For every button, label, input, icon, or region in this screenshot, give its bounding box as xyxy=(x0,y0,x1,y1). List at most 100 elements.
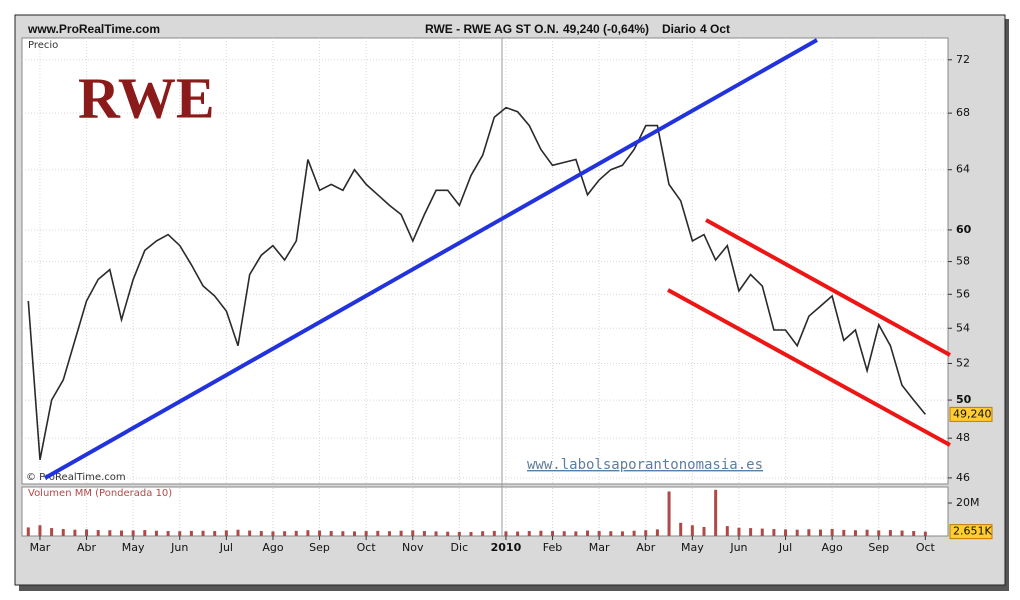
volume-bar xyxy=(609,531,613,536)
y-tick-label: 50 xyxy=(956,393,972,406)
site: www.ProRealTime.com xyxy=(27,22,160,36)
price-line xyxy=(27,106,927,460)
instrument: RWE - RWE AG ST O.N. xyxy=(425,22,559,36)
x-tick-label: Jul xyxy=(219,541,233,554)
volume-bar xyxy=(364,531,368,536)
volume-bar xyxy=(446,531,450,536)
trend-line-support xyxy=(44,38,818,480)
volume-bar xyxy=(26,527,30,536)
last-value-label: 2.651K xyxy=(953,525,992,538)
copyright: © ProRealTime.com xyxy=(26,472,126,483)
channel-lower xyxy=(667,288,951,447)
volume-bar xyxy=(725,526,729,536)
volume-bar xyxy=(586,530,589,536)
watermark-link[interactable]: www.labolsaporantonomasia.es xyxy=(527,457,763,473)
x-tick-label: Mar xyxy=(30,541,51,554)
x-tick-label: Sep xyxy=(309,541,330,554)
volume-bar xyxy=(108,530,112,536)
y-tick-label: 64 xyxy=(956,163,970,176)
x-tick-label: Oct xyxy=(916,541,936,554)
x-tick-label: Jun xyxy=(170,541,188,554)
volume-bar xyxy=(387,531,391,536)
x-tick-label: Feb xyxy=(543,541,562,554)
volume-bar xyxy=(679,522,683,536)
volume-bar xyxy=(376,530,380,536)
last-value-box xyxy=(949,406,993,422)
x-tick-label: Nov xyxy=(402,541,424,554)
volume-title: Volumen MM (Ponderada 10) xyxy=(28,488,172,499)
volume-bar xyxy=(574,531,578,536)
x-tick-label: May xyxy=(681,541,704,554)
volume-bar xyxy=(620,531,624,536)
x-tick-label: Ago xyxy=(822,541,844,554)
volume-bar xyxy=(422,531,426,536)
volume-bar xyxy=(294,530,298,536)
volume-bar xyxy=(201,530,205,536)
x-tick-label: May xyxy=(122,541,145,554)
x-tick-label: Sep xyxy=(868,541,889,554)
volume-bar xyxy=(143,530,147,536)
y-tick-label: 68 xyxy=(956,106,970,119)
period: Diario xyxy=(662,22,696,36)
volume-bar xyxy=(38,525,42,536)
volume-bar xyxy=(85,529,89,536)
price-label: Precio xyxy=(28,40,58,51)
volume-bar xyxy=(248,530,252,536)
quote: 49,240 (-0,64%) xyxy=(563,22,649,36)
volume-bar xyxy=(865,529,869,536)
volume-bar xyxy=(50,528,54,536)
volume-bar xyxy=(807,529,811,536)
volume-bar xyxy=(714,489,718,536)
volume-bar xyxy=(830,528,834,536)
volume-bar xyxy=(96,530,100,536)
x-tick-label: Abr xyxy=(77,541,97,554)
volume-bar xyxy=(481,531,485,536)
volume-bar xyxy=(760,528,764,536)
volume-bar xyxy=(457,531,461,536)
volume-bar xyxy=(737,527,741,536)
volume-bar xyxy=(131,530,135,536)
volume-bar xyxy=(516,531,520,536)
volume-bar xyxy=(877,530,881,536)
volume-bar xyxy=(189,530,193,536)
x-tick-label: Jul xyxy=(778,541,792,554)
volume-bar xyxy=(492,530,496,536)
volume-bar xyxy=(562,531,566,536)
volume-bar xyxy=(259,531,263,536)
y-tick-label: 48 xyxy=(956,431,970,444)
y-tick-label: 54 xyxy=(956,321,970,334)
grid-layer xyxy=(22,38,948,536)
volume-bar xyxy=(469,532,473,536)
y-tick-label: 58 xyxy=(956,255,970,268)
x-tick-label: Dic xyxy=(451,541,469,554)
volume-bar xyxy=(341,531,345,536)
volume-bar xyxy=(597,531,601,536)
logo: RWE xyxy=(78,65,215,130)
volume-bar xyxy=(224,530,228,536)
last-value-label: 49,240 xyxy=(953,407,992,420)
volume-bar xyxy=(318,530,322,536)
y-tick-label: 56 xyxy=(956,287,970,300)
marks xyxy=(26,106,927,536)
volume-bar xyxy=(411,530,415,536)
y-tick-label: 60 xyxy=(956,223,972,236)
channel-upper xyxy=(705,218,951,357)
volume-bar xyxy=(690,525,694,536)
volume-bar xyxy=(434,531,438,536)
volume-bar xyxy=(329,531,333,536)
volume-bar xyxy=(702,526,706,536)
volume-bar xyxy=(795,529,799,536)
volume-bar xyxy=(655,529,659,536)
volume-bar xyxy=(154,530,158,536)
volume-bar xyxy=(236,529,240,536)
volume-bar xyxy=(306,530,310,536)
volume-bar xyxy=(399,530,403,536)
volume-bar xyxy=(353,531,356,536)
volume-bar xyxy=(166,531,170,536)
date: 4 Oct xyxy=(700,22,730,36)
x-tick-label: Oct xyxy=(357,541,377,554)
volume-bar xyxy=(551,531,555,536)
volume-bar xyxy=(888,530,892,536)
last-value-box xyxy=(949,524,993,540)
volume-bar xyxy=(912,531,916,536)
